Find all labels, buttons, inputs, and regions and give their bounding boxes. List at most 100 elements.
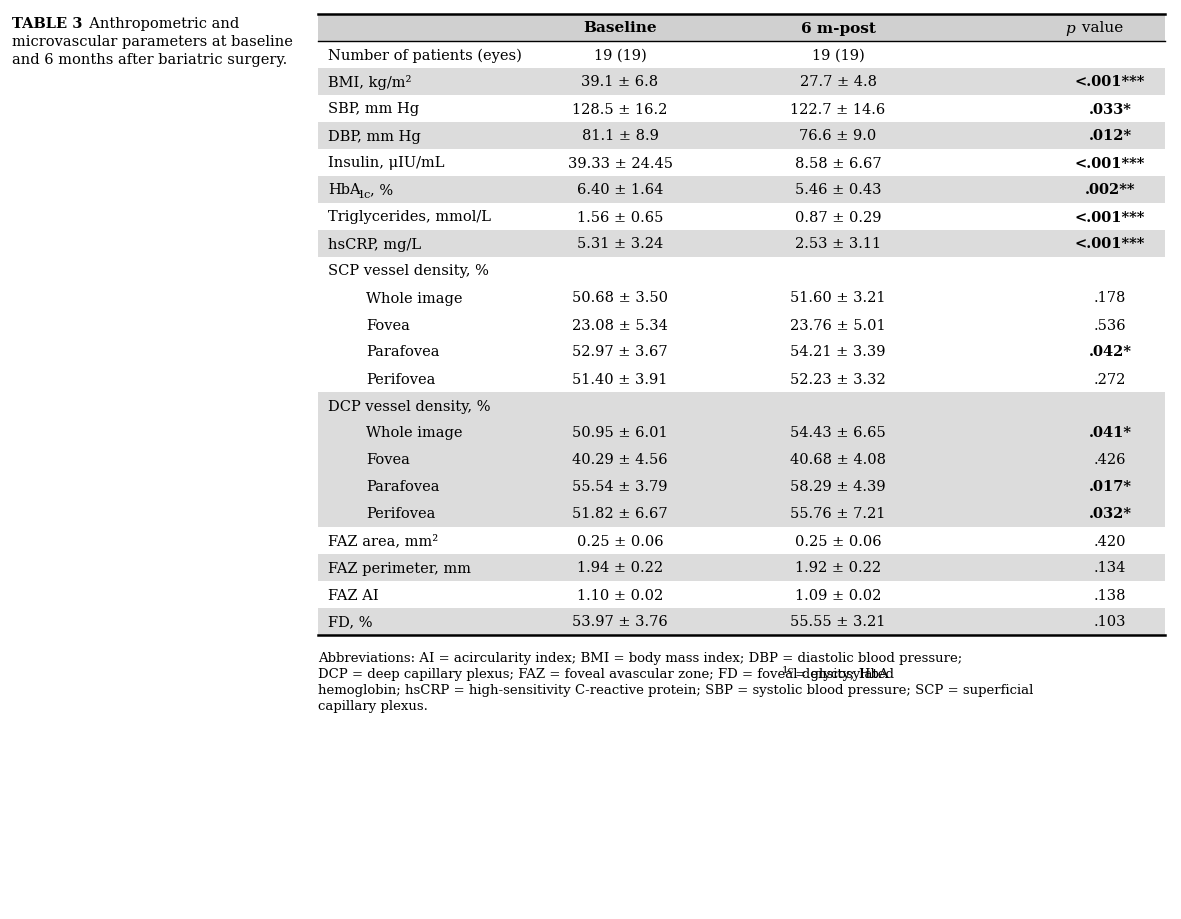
Bar [318, 554, 1164, 582]
Text: Insulin, μIU/mL: Insulin, μIU/mL [328, 156, 444, 170]
Text: FD, %: FD, % [328, 615, 372, 629]
Text: 1.10 ± 0.02: 1.10 ± 0.02 [576, 588, 663, 602]
Text: 0.25 ± 0.06: 0.25 ± 0.06 [795, 534, 881, 548]
Text: Whole image: Whole image [366, 291, 463, 305]
Text: Baseline: Baseline [583, 21, 657, 36]
Text: 19 (19): 19 (19) [594, 49, 646, 62]
Text: 40.68 ± 4.08: 40.68 ± 4.08 [790, 453, 886, 467]
Text: 6 m-post: 6 m-post [801, 21, 875, 36]
Text: HbA: HbA [328, 183, 360, 198]
Text: .103: .103 [1094, 615, 1127, 629]
Text: Fovea: Fovea [366, 318, 410, 332]
Text: .012*: .012* [1089, 130, 1131, 143]
Text: 39.33 ± 24.45: 39.33 ± 24.45 [568, 156, 672, 170]
Text: <.001***: <.001*** [1075, 75, 1146, 89]
Text: 2.53 ± 3.11: 2.53 ± 3.11 [795, 237, 881, 251]
Text: Whole image: Whole image [366, 426, 463, 440]
Text: Perifovea: Perifovea [366, 372, 436, 386]
Text: Fovea: Fovea [366, 453, 410, 467]
Text: DBP, mm Hg: DBP, mm Hg [328, 130, 420, 143]
Text: 8.58 ± 6.67: 8.58 ± 6.67 [795, 156, 881, 170]
Text: 51.60 ± 3.21: 51.60 ± 3.21 [790, 291, 886, 305]
Bar [318, 123, 1164, 150]
Text: 50.68 ± 3.50: 50.68 ± 3.50 [572, 291, 668, 305]
Text: 55.55 ± 3.21: 55.55 ± 3.21 [790, 615, 886, 629]
Text: 51.40 ± 3.91: 51.40 ± 3.91 [573, 372, 667, 386]
Text: Perifovea: Perifovea [366, 507, 436, 521]
Text: Anthropometric and: Anthropometric and [80, 17, 240, 31]
Text: 81.1 ± 8.9: 81.1 ± 8.9 [581, 130, 659, 143]
Text: 53.97 ± 3.76: 53.97 ± 3.76 [572, 615, 668, 629]
Text: 1.94 ± 0.22: 1.94 ± 0.22 [578, 561, 663, 575]
Text: DCP = deep capillary plexus; FAZ = foveal avascular zone; FD = foveal density; H: DCP = deep capillary plexus; FAZ = fovea… [318, 667, 888, 680]
Text: .017*: .017* [1089, 480, 1131, 494]
Text: 122.7 ± 14.6: 122.7 ± 14.6 [790, 102, 886, 117]
Text: DCP vessel density, %: DCP vessel density, % [328, 399, 490, 413]
Text: 5.46 ± 0.43: 5.46 ± 0.43 [795, 183, 881, 198]
Text: 51.82 ± 6.67: 51.82 ± 6.67 [572, 507, 667, 521]
Text: 27.7 ± 4.8: 27.7 ± 4.8 [800, 75, 876, 89]
Text: 54.21 ± 3.39: 54.21 ± 3.39 [790, 346, 886, 359]
Text: , %: , % [370, 183, 393, 198]
Text: 1.92 ± 0.22: 1.92 ± 0.22 [795, 561, 881, 575]
Text: 23.76 ± 5.01: 23.76 ± 5.01 [790, 318, 886, 332]
Text: 23.08 ± 5.34: 23.08 ± 5.34 [572, 318, 668, 332]
Text: 52.23 ± 3.32: 52.23 ± 3.32 [790, 372, 886, 386]
Bar [318, 392, 1164, 420]
Text: .032*: .032* [1089, 507, 1131, 521]
Text: Triglycerides, mmol/L: Triglycerides, mmol/L [328, 210, 491, 224]
Bar [318, 473, 1164, 501]
Bar [318, 420, 1164, 447]
Bar [318, 231, 1164, 257]
Text: FAZ perimeter, mm: FAZ perimeter, mm [328, 561, 471, 575]
Text: 128.5 ± 16.2: 128.5 ± 16.2 [573, 102, 667, 117]
Text: p: p [1065, 21, 1075, 36]
Text: Parafovea: Parafovea [366, 480, 439, 494]
Text: and 6 months after bariatric surgery.: and 6 months after bariatric surgery. [12, 53, 287, 67]
Bar [318, 176, 1164, 204]
Text: <.001***: <.001*** [1075, 237, 1146, 251]
Bar [318, 447, 1164, 473]
Text: 52.97 ± 3.67: 52.97 ± 3.67 [572, 346, 667, 359]
Text: Number of patients (eyes): Number of patients (eyes) [328, 49, 522, 62]
Text: .042*: .042* [1089, 346, 1131, 359]
Text: capillary plexus.: capillary plexus. [318, 699, 428, 712]
Text: 55.76 ± 7.21: 55.76 ± 7.21 [790, 507, 886, 521]
Text: 54.43 ± 6.65: 54.43 ± 6.65 [790, 426, 886, 440]
Text: .033*: .033* [1089, 102, 1131, 117]
Text: value: value [1077, 21, 1123, 36]
Text: .134: .134 [1094, 561, 1127, 575]
Text: 1.56 ± 0.65: 1.56 ± 0.65 [576, 210, 664, 224]
Text: 40.29 ± 4.56: 40.29 ± 4.56 [572, 453, 667, 467]
Text: <.001***: <.001*** [1075, 156, 1146, 170]
Text: BMI, kg/m²: BMI, kg/m² [328, 75, 411, 90]
Text: hsCRP, mg/L: hsCRP, mg/L [328, 237, 422, 251]
Text: SBP, mm Hg: SBP, mm Hg [328, 102, 419, 117]
Text: .002**: .002** [1085, 183, 1135, 198]
Text: 1.09 ± 0.02: 1.09 ± 0.02 [795, 588, 881, 602]
Bar [318, 15, 1164, 42]
Text: .041*: .041* [1089, 426, 1131, 440]
Text: 1c: 1c [782, 665, 794, 675]
Text: FAZ AI: FAZ AI [328, 588, 379, 602]
Text: FAZ area, mm²: FAZ area, mm² [328, 534, 438, 548]
Text: 0.87 ± 0.29: 0.87 ± 0.29 [795, 210, 881, 224]
Text: 50.95 ± 6.01: 50.95 ± 6.01 [572, 426, 667, 440]
Text: 39.1 ± 6.8: 39.1 ± 6.8 [581, 75, 659, 89]
Bar [318, 608, 1164, 635]
Text: 55.54 ± 3.79: 55.54 ± 3.79 [573, 480, 667, 494]
Text: .426: .426 [1094, 453, 1127, 467]
Text: 6.40 ± 1.64: 6.40 ± 1.64 [576, 183, 664, 198]
Text: = glycosylated: = glycosylated [790, 667, 894, 680]
Text: 5.31 ± 3.24: 5.31 ± 3.24 [576, 237, 663, 251]
Text: Abbreviations: AI = acircularity index; BMI = body mass index; DBP = diastolic b: Abbreviations: AI = acircularity index; … [318, 652, 963, 664]
Text: .536: .536 [1094, 318, 1127, 332]
Text: .178: .178 [1094, 291, 1127, 305]
Text: hemoglobin; hsCRP = high-sensitivity C-reactive protein; SBP = systolic blood pr: hemoglobin; hsCRP = high-sensitivity C-r… [318, 683, 1033, 697]
Text: SCP vessel density, %: SCP vessel density, % [328, 265, 489, 278]
Text: .420: .420 [1094, 534, 1127, 548]
Text: .138: .138 [1094, 588, 1127, 602]
Text: 19 (19): 19 (19) [811, 49, 864, 62]
Text: 0.25 ± 0.06: 0.25 ± 0.06 [576, 534, 664, 548]
Text: microvascular parameters at baseline: microvascular parameters at baseline [12, 35, 293, 49]
